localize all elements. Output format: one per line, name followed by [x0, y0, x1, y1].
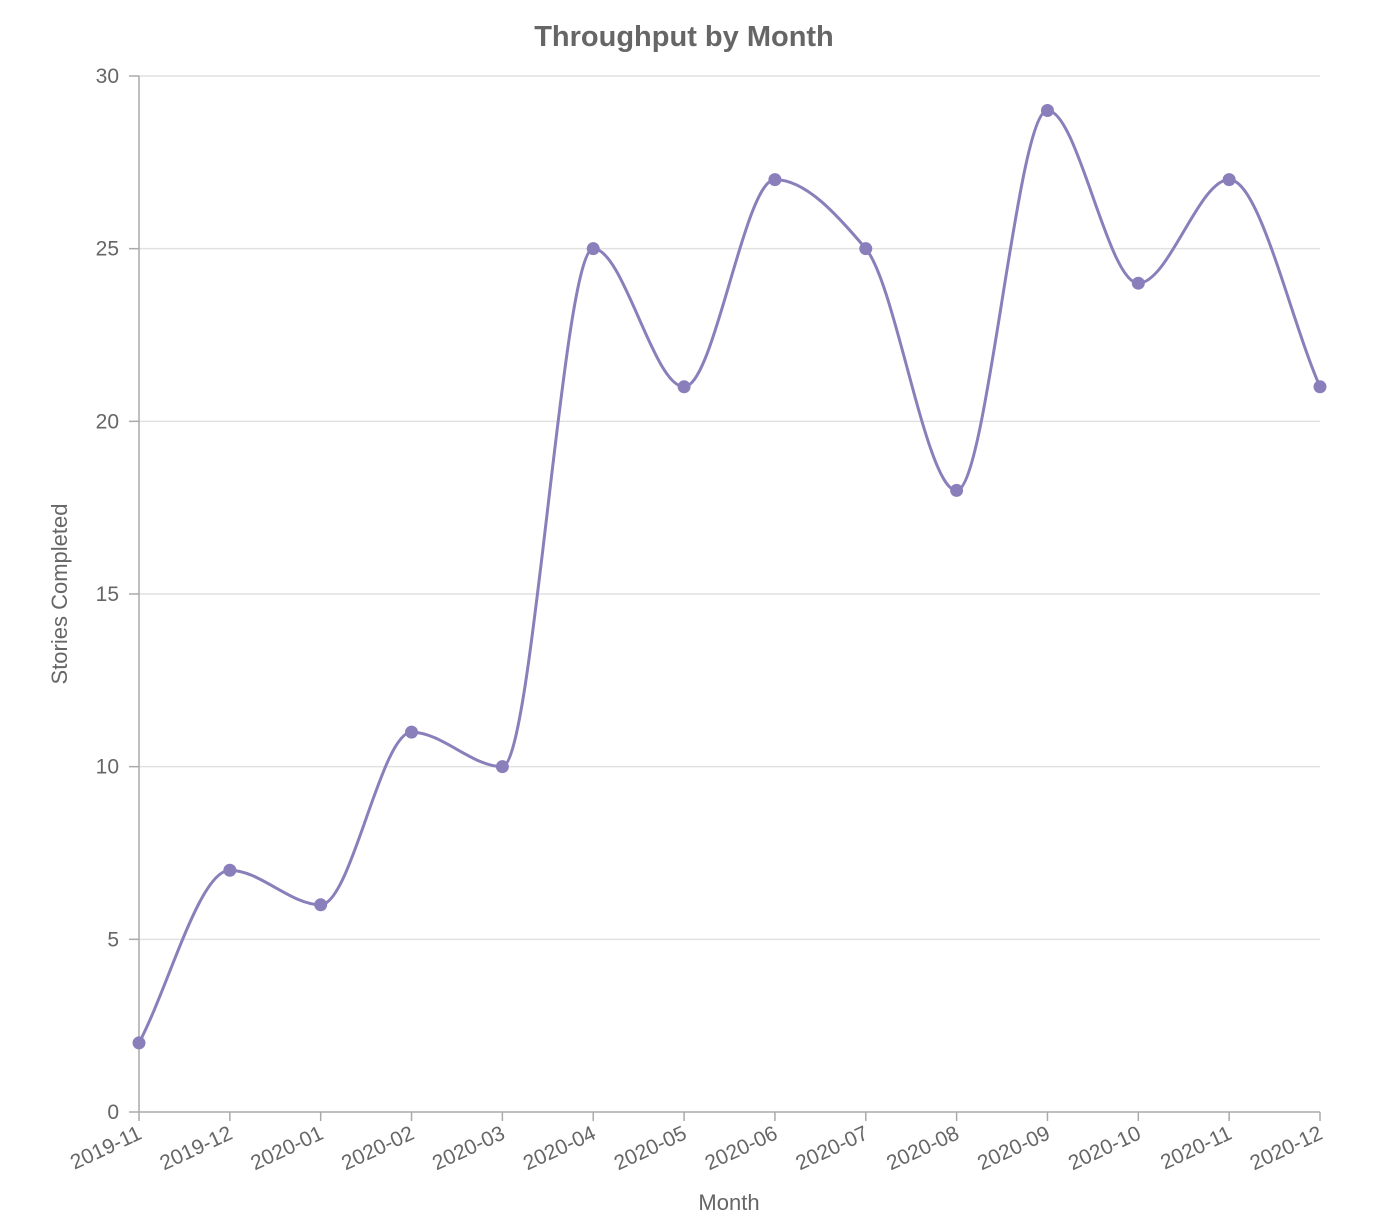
x-tick-label-2019-11: 2019-11: [67, 1122, 145, 1175]
data-points: [132, 104, 1327, 1050]
data-point-2020-04[interactable]: [586, 242, 600, 256]
x-tick-label-2020-07: 2020-07: [792, 1122, 872, 1175]
x-tick-label-2020-03: 2020-03: [429, 1122, 509, 1175]
data-point-2020-02[interactable]: [405, 725, 419, 739]
data-point-2020-06[interactable]: [768, 173, 782, 187]
data-point-2020-12[interactable]: [1313, 380, 1327, 394]
x-axis-ticks: 2019-11 2019-12 2020-01 2020-02 2020-03 2020-…: [67, 1112, 1326, 1175]
data-point-2020-11[interactable]: [1222, 173, 1236, 187]
x-tick-label-2020-08: 2020-08: [883, 1122, 963, 1175]
y-tick-label-5: 5: [107, 928, 119, 951]
x-tick-label-2020-10: 2020-10: [1065, 1122, 1145, 1175]
data-point-2019-11[interactable]: [132, 1036, 146, 1050]
data-point-2020-10[interactable]: [1131, 276, 1145, 290]
x-tick-label-2020-05: 2020-05: [611, 1122, 691, 1175]
x-axis-label: Month: [698, 1190, 759, 1214]
y-tick-label-30: 30: [96, 65, 119, 88]
series-layer: [137, 109, 1322, 1044]
x-tick-label-2020-06: 2020-06: [701, 1122, 781, 1175]
chart-title: Throughput by Month: [534, 21, 834, 53]
x-tick-label-2020-02: 2020-02: [338, 1122, 418, 1175]
y-axis-label: Stories Completed: [47, 504, 72, 685]
y-tick-label-10: 10: [96, 756, 119, 779]
data-point-2020-05[interactable]: [677, 380, 691, 394]
x-tick-label-2020-11: 2020-11: [1157, 1122, 1235, 1175]
data-point-2020-03[interactable]: [495, 760, 509, 774]
y-tick-label-0: 0: [107, 1101, 119, 1124]
x-tick-label-2020-09: 2020-09: [974, 1122, 1054, 1175]
x-tick-label-2020-01: 2020-01: [247, 1122, 327, 1175]
x-tick-label-2020-12: 2020-12: [1247, 1122, 1327, 1175]
data-point-2020-07[interactable]: [859, 242, 873, 256]
y-tick-label-20: 20: [96, 410, 119, 433]
x-tick-label-2020-04: 2020-04: [520, 1122, 600, 1176]
grid-lines: [139, 75, 1320, 941]
y-axis-ticks: 0 5 10 15 20 25 30: [96, 65, 139, 1124]
data-point-2019-12[interactable]: [223, 863, 237, 877]
data-point-2020-08[interactable]: [950, 483, 964, 497]
data-point-2020-09[interactable]: [1040, 104, 1054, 118]
y-tick-label-15: 15: [96, 583, 119, 606]
data-point-2020-01[interactable]: [314, 898, 328, 912]
y-tick-label-25: 25: [96, 238, 119, 261]
series-line-0: [137, 109, 1322, 1044]
x-tick-label-2019-12: 2019-12: [156, 1122, 236, 1175]
